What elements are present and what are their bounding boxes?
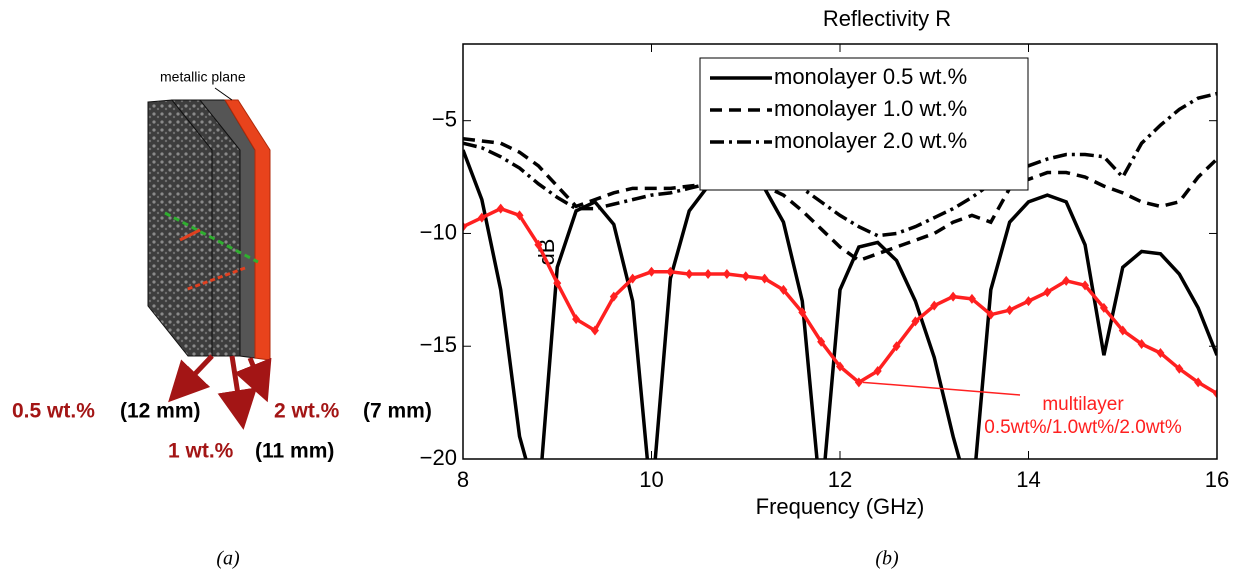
series-marker	[836, 361, 844, 372]
series-marker	[779, 284, 788, 295]
series-marker	[1005, 305, 1014, 316]
series-line	[463, 136, 1217, 263]
series-marker	[798, 307, 807, 318]
series-marker	[1024, 296, 1033, 307]
legend-label: monolayer 2.0 wt.%	[774, 128, 967, 153]
layer-conc: 0.5 wt.%	[12, 400, 95, 423]
series-marker	[590, 325, 599, 336]
series-marker	[892, 341, 901, 352]
series-marker	[930, 300, 939, 311]
series-marker	[572, 314, 581, 325]
legend-label: monolayer 0.5 wt.%	[774, 64, 967, 89]
y-tick-label: −20	[420, 445, 457, 470]
y-tick-label: −10	[420, 219, 457, 244]
series-marker	[854, 377, 863, 388]
plot-frame	[462, 43, 1218, 460]
series-marker	[704, 269, 713, 280]
series-marker	[1043, 287, 1052, 298]
x-tick-label: 16	[1205, 467, 1229, 492]
layer-conc: 1 wt.%	[168, 440, 234, 463]
plane-label: metallic plane	[160, 69, 246, 85]
series-line	[463, 149, 1217, 459]
series-marker	[628, 273, 637, 284]
series-marker	[515, 210, 524, 221]
series-marker	[534, 239, 543, 250]
series-marker	[1156, 347, 1165, 358]
caption: (a)	[216, 548, 240, 570]
layer-thickness: (7 mm)	[363, 400, 432, 423]
series-marker	[1213, 388, 1217, 399]
series-marker	[1099, 302, 1108, 313]
series-marker	[722, 269, 731, 280]
series-marker	[986, 309, 995, 320]
series-marker	[666, 266, 675, 277]
x-tick-label: 8	[457, 467, 469, 492]
chart-title: Reflectivity R	[823, 6, 951, 31]
layer-thickness: (12 mm)	[120, 400, 201, 423]
series-marker	[873, 366, 882, 377]
series-marker	[1118, 325, 1127, 336]
series-marker	[1175, 363, 1184, 374]
series-marker	[911, 316, 920, 327]
x-axis-label: Frequency (GHz)	[756, 494, 925, 519]
series-marker	[741, 271, 750, 282]
series-marker	[1062, 275, 1071, 286]
y-tick-label: −5	[432, 106, 457, 131]
x-tick-label: 14	[1016, 467, 1040, 492]
layer-conc: 2 wt.%	[274, 400, 340, 423]
legend-label: monolayer 1.0 wt.%	[774, 96, 967, 121]
series-marker	[647, 266, 656, 277]
series-line	[463, 91, 1217, 238]
series-marker	[463, 221, 467, 232]
y-tick-label: −15	[420, 332, 457, 357]
series-marker	[967, 293, 976, 304]
caption: (b)	[875, 548, 899, 570]
legend-box	[699, 57, 1029, 191]
annotation-text: multilayer	[1042, 394, 1124, 415]
x-tick-label: 10	[639, 467, 663, 492]
series-marker	[1137, 338, 1146, 349]
annotation-arrow	[862, 381, 1021, 396]
x-tick-label: 12	[828, 467, 852, 492]
series-marker	[817, 336, 826, 347]
series-marker	[760, 273, 769, 284]
series-marker	[685, 269, 694, 280]
series-marker	[949, 291, 958, 302]
slab-diagram	[147, 87, 272, 430]
series-marker	[477, 212, 486, 223]
annotation-text: 0.5wt%/1.0wt%/2.0wt%	[984, 417, 1182, 438]
layer-thickness: (11 mm)	[255, 440, 334, 463]
plot-area	[463, 91, 1217, 459]
series-marker	[1081, 280, 1090, 291]
series-marker	[609, 291, 618, 302]
series-marker	[553, 278, 562, 289]
series-marker	[496, 203, 505, 214]
series-marker	[1194, 377, 1203, 388]
